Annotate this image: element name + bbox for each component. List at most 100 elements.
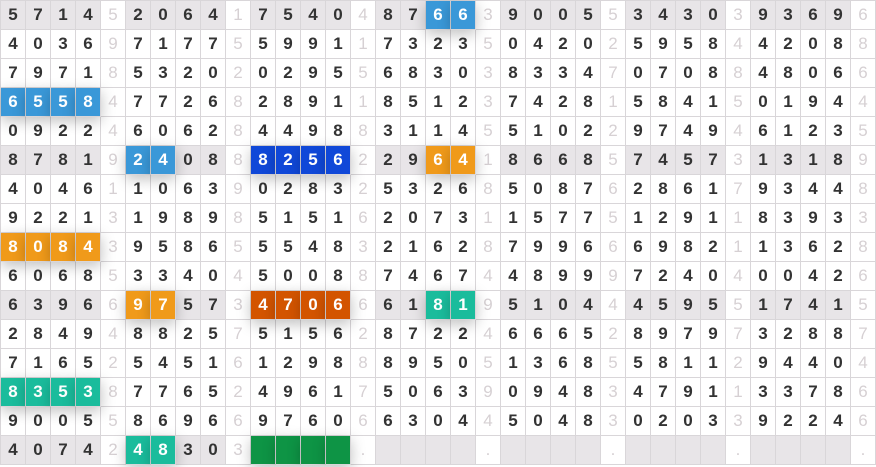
digit-cell[interactable]: 8 bbox=[801, 320, 826, 349]
digit-cell[interactable]: 5 bbox=[176, 291, 201, 320]
digit-cell[interactable]: 4 bbox=[526, 30, 551, 59]
digit-cell[interactable]: 9 bbox=[276, 378, 301, 407]
digit-cell[interactable]: 6 bbox=[376, 291, 401, 320]
digit-cell[interactable]: 6 bbox=[451, 175, 476, 204]
digit-cell[interactable]: 1 bbox=[26, 349, 51, 378]
digit-cell[interactable]: 6 bbox=[576, 233, 601, 262]
digit-cell[interactable]: 8 bbox=[126, 320, 151, 349]
digit-cell[interactable]: 7 bbox=[651, 378, 676, 407]
digit-cell[interactable]: 9 bbox=[551, 262, 576, 291]
digit-cell[interactable]: 2 bbox=[551, 30, 576, 59]
digit-cell[interactable]: 7 bbox=[651, 59, 676, 88]
digit-cell[interactable]: 5 bbox=[326, 59, 351, 88]
digit-cell[interactable]: 8 bbox=[576, 88, 601, 117]
highlighted-digit-cell[interactable]: 4 bbox=[251, 291, 276, 320]
digit-cell[interactable]: 0 bbox=[451, 59, 476, 88]
digit-cell[interactable]: 2 bbox=[651, 262, 676, 291]
digit-cell[interactable]: 0 bbox=[26, 262, 51, 291]
digit-cell[interactable]: 1 bbox=[826, 291, 851, 320]
highlighted-digit-cell[interactable]: 2 bbox=[276, 146, 301, 175]
digit-cell[interactable]: 1 bbox=[801, 146, 826, 175]
digit-cell[interactable]: 5 bbox=[501, 407, 526, 436]
digit-cell[interactable]: 0 bbox=[501, 30, 526, 59]
digit-cell[interactable]: 1 bbox=[776, 88, 801, 117]
digit-cell[interactable]: 3 bbox=[776, 204, 801, 233]
highlighted-digit-cell[interactable]: 5 bbox=[51, 378, 76, 407]
digit-cell[interactable]: 8 bbox=[501, 146, 526, 175]
digit-cell[interactable]: 0 bbox=[176, 146, 201, 175]
digit-cell[interactable]: 1 bbox=[751, 146, 776, 175]
digit-cell[interactable]: 4 bbox=[676, 88, 701, 117]
digit-cell[interactable]: 9 bbox=[526, 378, 551, 407]
digit-cell[interactable]: 5 bbox=[376, 175, 401, 204]
digit-cell[interactable] bbox=[426, 436, 451, 465]
highlighted-digit-cell[interactable]: 6 bbox=[451, 1, 476, 30]
digit-cell[interactable]: 8 bbox=[826, 146, 851, 175]
digit-cell[interactable]: 7 bbox=[201, 30, 226, 59]
digit-cell[interactable]: 6 bbox=[76, 30, 101, 59]
highlighted-digit-cell[interactable]: 2 bbox=[126, 146, 151, 175]
digit-cell[interactable]: 3 bbox=[451, 204, 476, 233]
digit-cell[interactable] bbox=[576, 436, 601, 465]
digit-cell[interactable]: 5 bbox=[651, 291, 676, 320]
digit-cell[interactable]: 2 bbox=[701, 233, 726, 262]
digit-cell[interactable]: 1 bbox=[326, 30, 351, 59]
digit-cell[interactable]: 8 bbox=[326, 349, 351, 378]
digit-cell[interactable]: 8 bbox=[376, 1, 401, 30]
digit-cell[interactable]: 2 bbox=[176, 59, 201, 88]
digit-cell[interactable]: 5 bbox=[251, 204, 276, 233]
digit-cell[interactable]: 6 bbox=[51, 349, 76, 378]
digit-cell[interactable]: 8 bbox=[751, 204, 776, 233]
digit-cell[interactable]: 7 bbox=[26, 146, 51, 175]
digit-cell[interactable]: 9 bbox=[501, 1, 526, 30]
digit-cell[interactable]: 9 bbox=[301, 59, 326, 88]
digit-cell[interactable]: 0 bbox=[801, 30, 826, 59]
highlighted-digit-cell[interactable] bbox=[326, 436, 351, 465]
digit-cell[interactable]: 3 bbox=[776, 146, 801, 175]
highlighted-digit-cell[interactable]: 8 bbox=[51, 233, 76, 262]
digit-cell[interactable]: 9 bbox=[751, 407, 776, 436]
digit-cell[interactable]: 4 bbox=[151, 349, 176, 378]
digit-cell[interactable]: 6 bbox=[151, 407, 176, 436]
digit-cell[interactable]: 1 bbox=[276, 320, 301, 349]
digit-cell[interactable]: 9 bbox=[201, 204, 226, 233]
digit-cell[interactable]: 0 bbox=[626, 59, 651, 88]
digit-cell[interactable]: 0 bbox=[776, 262, 801, 291]
digit-cell[interactable]: 3 bbox=[526, 349, 551, 378]
digit-cell[interactable]: 5 bbox=[251, 320, 276, 349]
digit-cell[interactable]: 4 bbox=[651, 146, 676, 175]
digit-cell[interactable]: 2 bbox=[26, 204, 51, 233]
digit-cell[interactable]: 8 bbox=[1, 146, 26, 175]
digit-cell[interactable]: 4 bbox=[801, 291, 826, 320]
digit-cell[interactable]: 9 bbox=[1, 204, 26, 233]
digit-cell[interactable]: 5 bbox=[76, 407, 101, 436]
digit-cell[interactable]: 9 bbox=[576, 262, 601, 291]
digit-cell[interactable]: 6 bbox=[426, 378, 451, 407]
digit-cell[interactable]: 0 bbox=[251, 175, 276, 204]
digit-cell[interactable]: 5 bbox=[576, 320, 601, 349]
digit-cell[interactable]: 6 bbox=[626, 233, 651, 262]
digit-cell[interactable]: 2 bbox=[451, 320, 476, 349]
digit-cell[interactable]: 2 bbox=[201, 117, 226, 146]
digit-cell[interactable]: 9 bbox=[251, 407, 276, 436]
digit-cell[interactable]: 8 bbox=[701, 59, 726, 88]
digit-cell[interactable]: 9 bbox=[651, 233, 676, 262]
digit-cell[interactable]: 2 bbox=[176, 320, 201, 349]
digit-cell[interactable]: 0 bbox=[326, 407, 351, 436]
digit-cell[interactable]: 2 bbox=[51, 117, 76, 146]
digit-cell[interactable]: 4 bbox=[801, 262, 826, 291]
digit-cell[interactable] bbox=[651, 436, 676, 465]
digit-cell[interactable]: 6 bbox=[676, 175, 701, 204]
digit-cell[interactable]: 2 bbox=[801, 117, 826, 146]
digit-cell[interactable]: 4 bbox=[51, 175, 76, 204]
digit-cell[interactable]: 3 bbox=[776, 233, 801, 262]
digit-cell[interactable]: 7 bbox=[51, 436, 76, 465]
digit-cell[interactable]: 4 bbox=[1, 436, 26, 465]
digit-cell[interactable]: 3 bbox=[826, 117, 851, 146]
digit-cell[interactable]: 5 bbox=[626, 88, 651, 117]
digit-cell[interactable]: 3 bbox=[551, 59, 576, 88]
digit-cell[interactable]: 2 bbox=[176, 88, 201, 117]
digit-cell[interactable]: 9 bbox=[301, 117, 326, 146]
digit-cell[interactable]: 4 bbox=[526, 88, 551, 117]
highlighted-digit-cell[interactable]: 6 bbox=[426, 1, 451, 30]
